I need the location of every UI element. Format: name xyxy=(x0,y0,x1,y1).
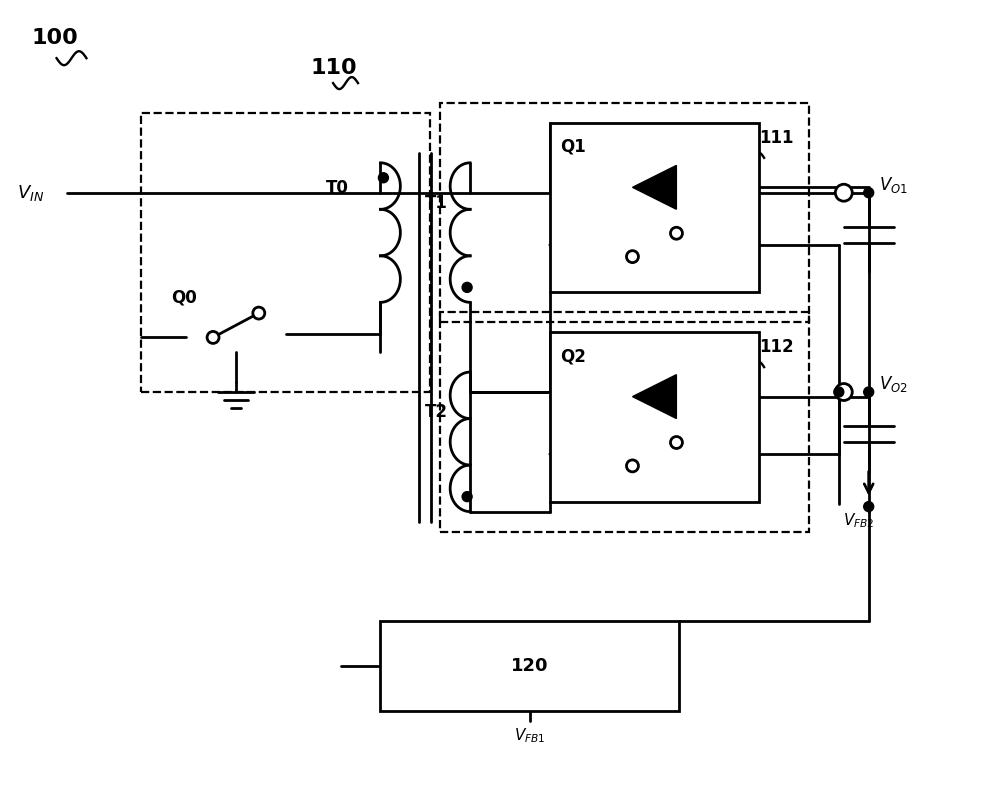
Text: $V_{IN}$: $V_{IN}$ xyxy=(17,183,44,203)
Text: $V_{FB1}$: $V_{FB1}$ xyxy=(514,725,546,744)
Text: T2: T2 xyxy=(425,403,448,421)
Text: $V_{FB2}$: $V_{FB2}$ xyxy=(843,512,875,531)
Text: 110: 110 xyxy=(311,58,357,78)
Circle shape xyxy=(462,492,472,501)
Text: T1: T1 xyxy=(425,194,448,211)
Polygon shape xyxy=(633,375,676,418)
Bar xyxy=(380,621,679,711)
Polygon shape xyxy=(633,166,676,209)
Circle shape xyxy=(207,331,219,344)
Bar xyxy=(550,123,759,292)
Text: 100: 100 xyxy=(32,29,78,48)
Text: Q1: Q1 xyxy=(560,138,586,156)
Text: 112: 112 xyxy=(759,338,794,356)
Circle shape xyxy=(835,185,852,201)
Circle shape xyxy=(835,383,852,401)
Text: $V_{O1}$: $V_{O1}$ xyxy=(879,175,908,195)
Text: 111: 111 xyxy=(759,129,794,147)
Circle shape xyxy=(670,436,682,448)
Circle shape xyxy=(864,387,874,397)
Circle shape xyxy=(378,173,388,183)
Circle shape xyxy=(670,227,682,239)
Circle shape xyxy=(462,283,472,292)
Bar xyxy=(550,332,759,501)
Text: 120: 120 xyxy=(511,657,549,675)
Circle shape xyxy=(626,250,638,263)
Circle shape xyxy=(626,460,638,472)
Bar xyxy=(440,103,809,322)
Circle shape xyxy=(864,501,874,512)
Text: $V_{O2}$: $V_{O2}$ xyxy=(879,374,907,394)
Circle shape xyxy=(864,188,874,198)
Text: Q0: Q0 xyxy=(171,288,197,307)
Circle shape xyxy=(834,387,844,397)
Bar xyxy=(440,312,809,531)
Text: T0: T0 xyxy=(326,179,348,196)
Text: Q2: Q2 xyxy=(560,347,586,365)
Bar xyxy=(141,113,430,392)
Circle shape xyxy=(253,307,265,319)
